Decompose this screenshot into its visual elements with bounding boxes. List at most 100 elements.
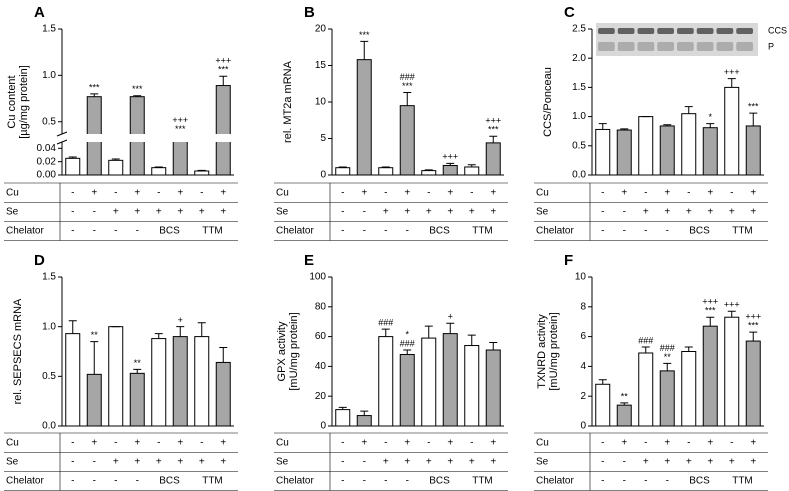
significance-label: +++ bbox=[745, 312, 761, 322]
y-tick-label: 2 bbox=[580, 391, 586, 402]
error-bar bbox=[467, 164, 476, 167]
condition-label: Cu bbox=[536, 188, 549, 199]
bar bbox=[595, 128, 611, 176]
condition-label: Cu bbox=[6, 438, 19, 449]
blot-band bbox=[598, 42, 615, 51]
bar bbox=[681, 351, 697, 427]
condition-value: + bbox=[707, 457, 713, 468]
condition-value: + bbox=[113, 457, 119, 468]
condition-value: - bbox=[157, 438, 160, 449]
error-bar bbox=[446, 162, 455, 166]
condition-value: + bbox=[91, 438, 97, 449]
y-tick-label: 10 bbox=[315, 97, 327, 108]
condition-value: BCS bbox=[159, 476, 180, 487]
y-tick-label: 0.0 bbox=[42, 421, 56, 432]
condition-value: + bbox=[707, 207, 713, 218]
condition-value: + bbox=[113, 207, 119, 218]
error-bar bbox=[598, 379, 607, 385]
y-axis-title: rel. SEPSECS mRNA bbox=[12, 298, 24, 404]
bar bbox=[65, 157, 81, 176]
y-tick-label: 5 bbox=[320, 133, 326, 144]
bar bbox=[638, 352, 654, 427]
bar bbox=[194, 336, 210, 427]
condition-value: - bbox=[93, 226, 96, 237]
condition-value: + bbox=[361, 438, 367, 449]
condition-value: + bbox=[177, 207, 183, 218]
condition-value: + bbox=[750, 457, 756, 468]
blot-band bbox=[657, 42, 674, 51]
error-bar bbox=[727, 310, 736, 318]
error-bar bbox=[133, 368, 142, 374]
condition-label: Cu bbox=[276, 188, 289, 199]
condition-value: BCS bbox=[689, 476, 710, 487]
error-bar bbox=[620, 402, 629, 406]
condition-value: TTM bbox=[202, 226, 223, 237]
condition-value: BCS bbox=[429, 226, 450, 237]
condition-value: + bbox=[750, 438, 756, 449]
condition-label: Chelator bbox=[536, 476, 574, 487]
panel-letter: F bbox=[564, 252, 573, 269]
condition-value: + bbox=[490, 188, 496, 199]
bar bbox=[638, 116, 654, 176]
y-tick-label: 0.02 bbox=[37, 156, 57, 167]
bar bbox=[108, 326, 124, 427]
condition-value: + bbox=[220, 457, 226, 468]
condition-value: BCS bbox=[159, 226, 180, 237]
significance-label: *** bbox=[705, 306, 716, 316]
significance-label: ** bbox=[134, 358, 142, 368]
condition-value: - bbox=[71, 207, 74, 218]
condition-value: + bbox=[621, 188, 627, 199]
y-tick-label: 1.0 bbox=[42, 70, 56, 81]
significance-label: +++ bbox=[442, 152, 458, 162]
condition-value: - bbox=[341, 207, 344, 218]
condition-value: - bbox=[601, 476, 604, 487]
error-bar bbox=[90, 341, 99, 375]
panel-letter: C bbox=[564, 4, 575, 21]
condition-value: + bbox=[686, 457, 692, 468]
y-tick-label: 1.5 bbox=[572, 82, 586, 93]
y-tick-label: 80 bbox=[315, 301, 327, 312]
error-bar bbox=[424, 325, 433, 339]
condition-value: + bbox=[404, 188, 410, 199]
condition-value: - bbox=[427, 438, 430, 449]
significance-label: + bbox=[178, 315, 183, 325]
condition-value: + bbox=[750, 207, 756, 218]
panel-letter: B bbox=[304, 4, 315, 21]
significance-label: ** bbox=[621, 391, 629, 401]
y-tick-label: 0.0 bbox=[572, 170, 586, 181]
bar bbox=[108, 159, 124, 176]
error-bar bbox=[360, 410, 369, 416]
error-bar bbox=[68, 156, 77, 159]
condition-label: Chelator bbox=[276, 226, 314, 237]
condition-value: - bbox=[384, 438, 387, 449]
condition-value: BCS bbox=[429, 476, 450, 487]
significance-label: ### bbox=[660, 343, 675, 353]
condition-value: - bbox=[623, 207, 626, 218]
error-bar bbox=[489, 135, 498, 143]
blot-band bbox=[696, 28, 714, 34]
condition-value: + bbox=[447, 457, 453, 468]
condition-value: + bbox=[490, 438, 496, 449]
error-bar bbox=[176, 326, 185, 337]
condition-value: + bbox=[134, 188, 140, 199]
error-bar bbox=[403, 349, 412, 355]
condition-value: + bbox=[220, 188, 226, 199]
bar bbox=[335, 409, 351, 427]
error-bar bbox=[68, 320, 77, 334]
condition-value: TTM bbox=[732, 476, 753, 487]
condition-value: - bbox=[71, 476, 74, 487]
condition-label: Se bbox=[276, 207, 289, 218]
condition-value: - bbox=[644, 226, 647, 237]
error-bar bbox=[338, 166, 347, 168]
condition-value: TTM bbox=[732, 226, 753, 237]
condition-label: Se bbox=[536, 457, 549, 468]
condition-value: - bbox=[71, 457, 74, 468]
error-bar bbox=[620, 128, 629, 131]
condition-value: - bbox=[601, 457, 604, 468]
bar bbox=[399, 105, 415, 176]
bar bbox=[172, 136, 188, 176]
condition-value: + bbox=[156, 457, 162, 468]
y-tick-label: 60 bbox=[315, 331, 327, 342]
condition-value: + bbox=[447, 188, 453, 199]
y-tick-label: 0.5 bbox=[42, 116, 56, 127]
